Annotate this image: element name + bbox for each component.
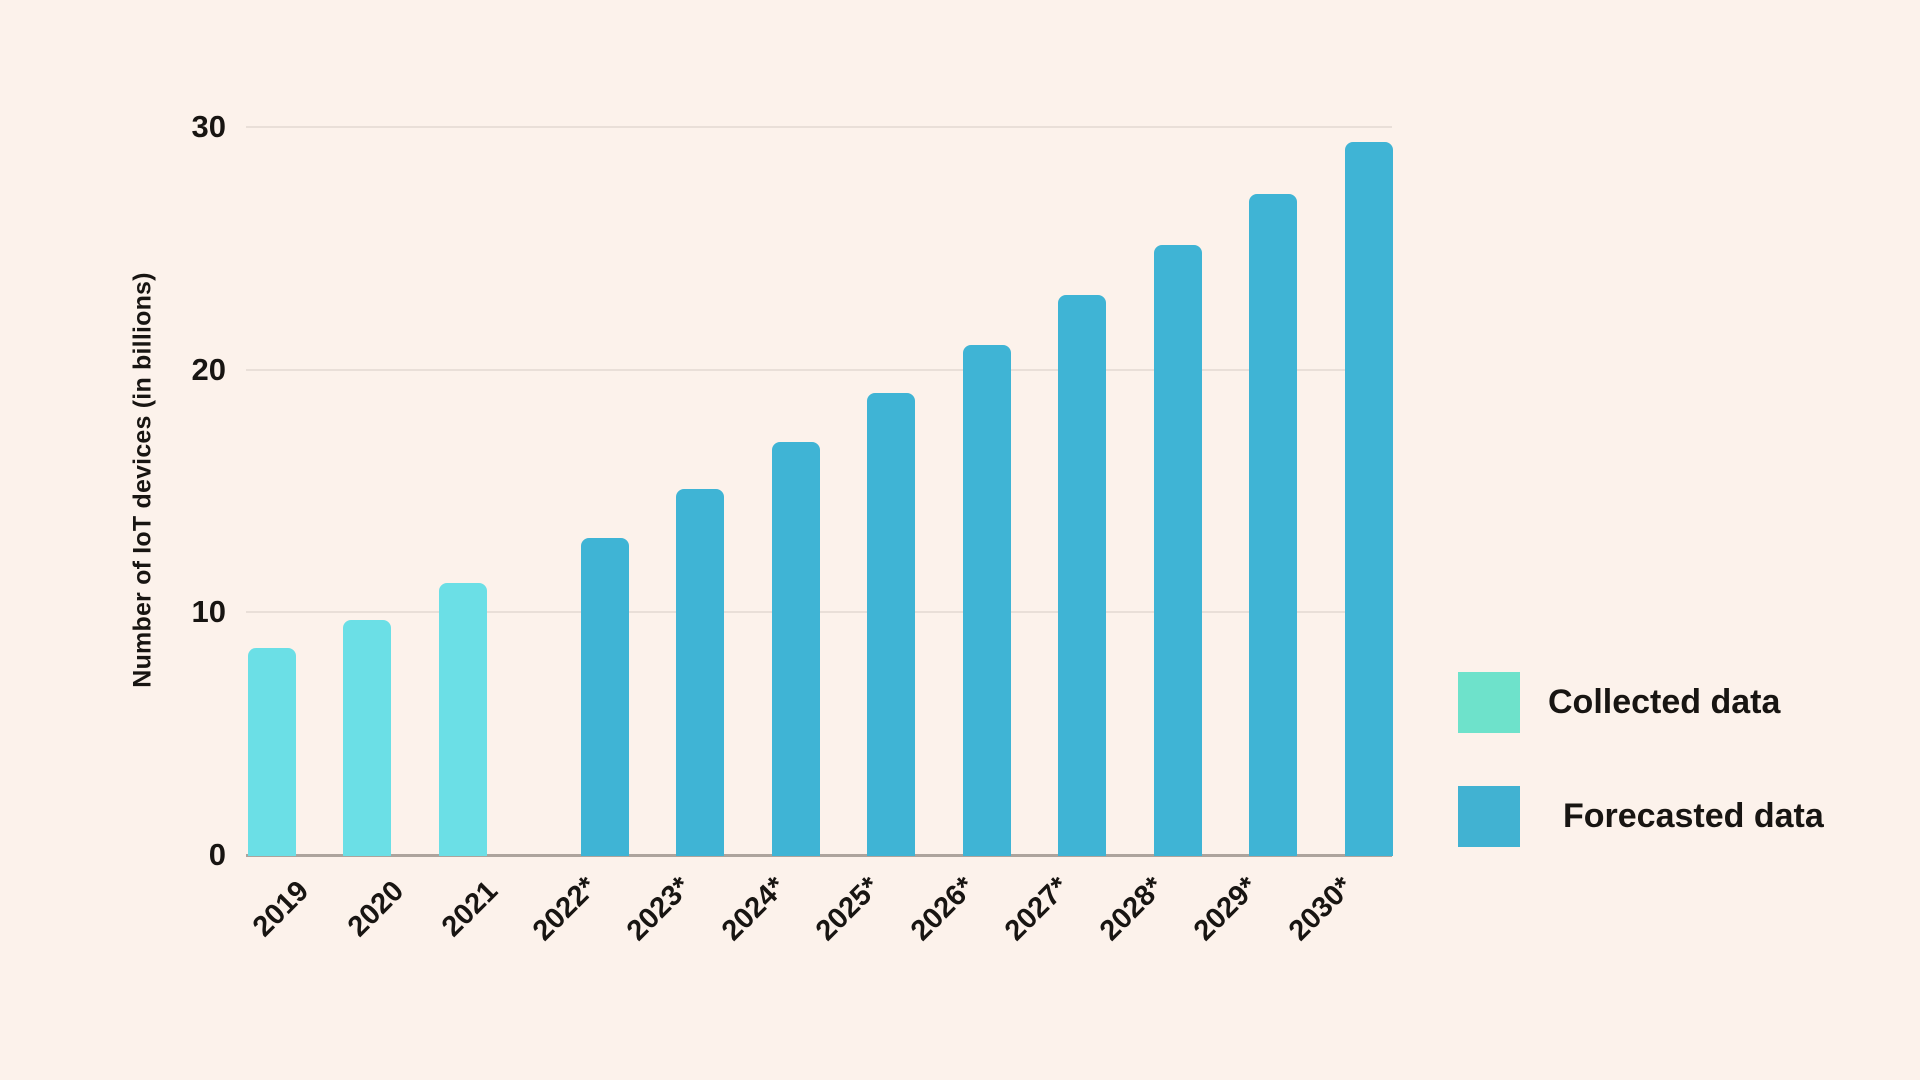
y-tick-label-20: 20 (191, 351, 226, 387)
bar-2029 (1249, 193, 1297, 857)
gridline-20 (246, 368, 1392, 371)
bar-2028 (1153, 244, 1202, 857)
legend-swatch-collected (1458, 672, 1520, 733)
bar-2025 (867, 393, 915, 857)
legend-label-forecasted: Forecasted data (1563, 797, 1824, 835)
legend-swatch-forecasted (1458, 786, 1520, 847)
gridline-30 (246, 125, 1392, 128)
bar-2021 (438, 582, 487, 857)
bar-2020 (343, 619, 391, 857)
bar-2024 (771, 441, 820, 857)
bar-2019 (247, 647, 296, 857)
bar-2023 (676, 489, 724, 857)
bar-2030 (1344, 142, 1393, 857)
y-tick-label-10: 10 (191, 594, 226, 630)
bar-2022 (580, 537, 629, 857)
y-tick-label-0: 0 (208, 837, 226, 872)
y-tick-label-30: 30 (191, 108, 226, 144)
legend-label-collected: Collected data (1548, 683, 1781, 721)
bar-2026 (962, 344, 1011, 857)
bar-2027 (1058, 294, 1106, 857)
